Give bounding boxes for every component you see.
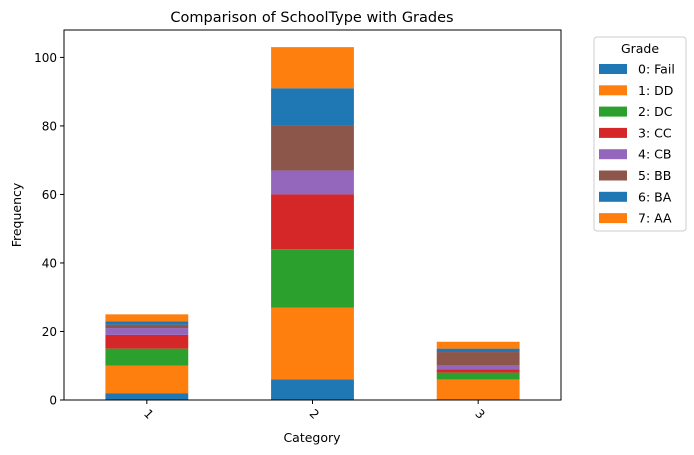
legend-label: 7: AA: [638, 211, 672, 226]
bar-segment-1-6: [105, 321, 189, 325]
legend-swatch: [599, 170, 627, 181]
x-axis: 1 2 3: [141, 400, 488, 422]
bar-segment-2-2: [271, 249, 354, 308]
bar-segment-3-6: [436, 348, 520, 353]
legend-label: 4: CB: [638, 147, 671, 162]
bar-segment-2-6: [271, 88, 354, 126]
x-axis-label: Category: [283, 430, 341, 445]
bar-segment-2-4: [271, 170, 354, 195]
bars-group: [105, 47, 520, 400]
legend: Grade 0: Fail 1: DD 2: DC 3: CC 4: CB 5: BB 6:…: [593, 36, 687, 232]
legend-label: 0: Fail: [638, 62, 675, 77]
legend-swatch: [599, 213, 627, 224]
legend-label: 1: DD: [638, 83, 673, 98]
y-tick-label: 20: [42, 325, 57, 339]
legend-swatch: [599, 85, 627, 96]
y-tick-label: 100: [34, 51, 57, 65]
chart-title: Comparison of SchoolType with Grades: [170, 10, 453, 26]
y-axis: 0 20 40 60 80 100: [34, 51, 64, 408]
legend-label: 3: CC: [638, 125, 672, 140]
y-tick-label: 80: [42, 119, 57, 133]
bar-segment-1-1: [105, 365, 189, 394]
legend-title: Grade: [621, 41, 659, 56]
bar-segment-3-5: [436, 352, 520, 366]
y-tick-label: 60: [42, 188, 57, 202]
bar-segment-3-4: [436, 365, 520, 370]
y-tick-label: 40: [42, 256, 57, 270]
legend-swatch: [599, 149, 627, 160]
legend-swatch: [599, 106, 627, 117]
legend-swatch: [599, 191, 627, 202]
bar-segment-1-4: [105, 328, 189, 335]
bar-segment-3-2: [436, 372, 520, 380]
bar-segment-2-3: [271, 194, 354, 250]
legend-swatch: [599, 127, 627, 138]
bar-segment-1-2: [105, 348, 189, 366]
x-tick-label: 2: [307, 407, 322, 422]
bar-segment-1-7: [105, 314, 189, 322]
bar-segment-3-3: [436, 369, 520, 373]
bar-segment-3-7: [436, 341, 520, 349]
bar-segment-2-1: [271, 307, 354, 380]
x-tick-label: 3: [472, 407, 487, 422]
bar-segment-3-1: [436, 379, 520, 400]
bar-segment-2-7: [271, 47, 354, 89]
y-tick-label: 0: [49, 394, 57, 408]
legend-label: 2: DC: [638, 104, 673, 119]
x-tick-label: 1: [141, 407, 156, 422]
bar-segment-1-5: [105, 324, 189, 329]
bar-segment-2-0: [271, 379, 354, 400]
bar-segment-1-3: [105, 334, 189, 349]
y-axis-label: Frequency: [9, 182, 24, 247]
legend-swatch: [599, 64, 627, 74]
bar-segment-1-0: [105, 393, 189, 400]
bar-segment-2-5: [271, 125, 354, 171]
legend-label: 5: BB: [638, 168, 671, 183]
legend-label: 6: BA: [638, 189, 672, 204]
